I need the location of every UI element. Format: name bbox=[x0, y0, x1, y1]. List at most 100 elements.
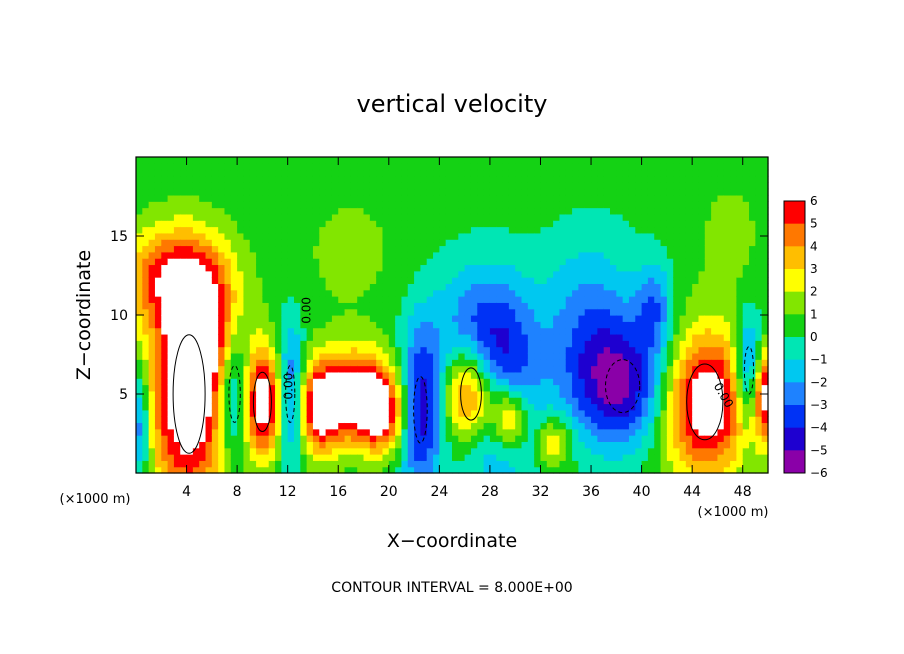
heatmap-cell bbox=[584, 327, 592, 335]
heatmap-cell bbox=[736, 390, 744, 398]
heatmap-cell bbox=[749, 258, 756, 266]
heatmap-cell bbox=[237, 283, 245, 291]
heatmap-cell bbox=[180, 308, 188, 316]
heatmap-cell bbox=[224, 340, 232, 348]
heatmap-cell bbox=[489, 302, 497, 310]
heatmap-cell bbox=[237, 169, 245, 177]
heatmap-cell bbox=[578, 403, 586, 411]
heatmap-cell bbox=[597, 466, 605, 474]
heatmap-cell bbox=[496, 371, 504, 379]
heatmap-cell bbox=[224, 258, 232, 266]
heatmap-cell bbox=[635, 441, 643, 449]
heatmap-cell bbox=[679, 340, 687, 348]
heatmap-cell bbox=[154, 352, 162, 360]
heatmap-cell bbox=[489, 428, 497, 436]
heatmap-cell bbox=[755, 403, 763, 411]
heatmap-cell bbox=[470, 416, 478, 424]
heatmap-cell bbox=[211, 245, 219, 253]
heatmap-cell bbox=[281, 157, 289, 164]
heatmap-cell bbox=[685, 397, 693, 405]
heatmap-cell bbox=[407, 308, 415, 316]
heatmap-cell bbox=[243, 188, 251, 196]
heatmap-cell bbox=[496, 346, 504, 354]
heatmap-cell bbox=[755, 390, 763, 398]
heatmap-cell bbox=[692, 441, 700, 449]
heatmap-cell bbox=[148, 163, 156, 171]
heatmap-cell bbox=[698, 397, 706, 405]
heatmap-cell bbox=[698, 371, 706, 379]
heatmap-cell bbox=[275, 428, 282, 436]
heatmap-cell bbox=[350, 321, 358, 329]
heatmap-cell bbox=[515, 384, 523, 392]
heatmap-cell bbox=[363, 384, 371, 392]
heatmap-cell bbox=[256, 264, 263, 272]
heatmap-cell bbox=[237, 163, 245, 171]
heatmap-cell bbox=[275, 182, 282, 190]
heatmap-cell bbox=[723, 182, 731, 190]
heatmap-cell bbox=[192, 315, 200, 322]
heatmap-cell bbox=[142, 466, 150, 474]
heatmap-cell bbox=[243, 378, 251, 386]
heatmap-cell bbox=[142, 289, 150, 297]
heatmap-cell bbox=[192, 232, 200, 240]
heatmap-cell bbox=[230, 390, 238, 398]
heatmap-cell bbox=[452, 308, 459, 316]
heatmap-cell bbox=[559, 201, 567, 209]
heatmap-cell bbox=[755, 213, 763, 221]
heatmap-cell bbox=[736, 359, 744, 367]
heatmap-cell bbox=[565, 365, 573, 373]
heatmap-cell bbox=[376, 251, 384, 259]
heatmap-cell bbox=[218, 283, 226, 291]
heatmap-cell bbox=[692, 207, 700, 215]
heatmap-cell bbox=[395, 454, 403, 461]
heatmap-cell bbox=[230, 315, 238, 322]
heatmap-cell bbox=[483, 270, 491, 278]
heatmap-cell bbox=[173, 441, 181, 449]
heatmap-cell bbox=[237, 251, 245, 259]
heatmap-cell bbox=[553, 346, 561, 354]
heatmap-cell bbox=[496, 169, 504, 177]
heatmap-cell bbox=[237, 182, 245, 190]
heatmap-cell bbox=[660, 315, 668, 322]
heatmap-cell bbox=[489, 365, 497, 373]
heatmap-cell bbox=[262, 359, 270, 367]
heatmap-cell bbox=[180, 460, 188, 468]
heatmap-cell bbox=[666, 270, 674, 278]
heatmap-cell bbox=[262, 454, 270, 461]
heatmap-cell bbox=[281, 378, 289, 386]
heatmap-cell bbox=[730, 435, 737, 442]
heatmap-cell bbox=[527, 207, 535, 215]
heatmap-cell bbox=[192, 258, 200, 266]
heatmap-cell bbox=[458, 409, 466, 417]
heatmap-cell bbox=[470, 308, 478, 316]
heatmap-cell bbox=[635, 428, 643, 436]
heatmap-cell bbox=[294, 441, 301, 449]
heatmap-cell bbox=[382, 213, 390, 221]
heatmap-cell bbox=[395, 447, 403, 455]
heatmap-cell bbox=[654, 239, 662, 247]
heatmap-cell bbox=[584, 428, 592, 436]
heatmap-cell bbox=[142, 340, 150, 348]
heatmap-cell bbox=[205, 333, 213, 341]
heatmap-cell bbox=[730, 409, 737, 417]
heatmap-cell bbox=[742, 428, 750, 436]
heatmap-cell bbox=[211, 232, 219, 240]
heatmap-cell bbox=[211, 340, 219, 348]
heatmap-cell bbox=[477, 213, 485, 221]
heatmap-cell bbox=[192, 428, 200, 436]
heatmap-cell bbox=[540, 428, 548, 436]
heatmap-cell bbox=[382, 346, 390, 354]
heatmap-cell bbox=[749, 378, 756, 386]
heatmap-cell bbox=[382, 384, 390, 392]
heatmap-cell bbox=[666, 296, 674, 303]
heatmap-cell bbox=[458, 346, 466, 354]
heatmap-cell bbox=[496, 428, 504, 436]
heatmap-cell bbox=[407, 239, 415, 247]
heatmap-cell bbox=[578, 441, 586, 449]
heatmap-cell bbox=[673, 258, 681, 266]
heatmap-cell bbox=[388, 466, 396, 474]
heatmap-cell bbox=[154, 270, 162, 278]
heatmap-cell bbox=[338, 220, 346, 228]
heatmap-cell bbox=[622, 428, 630, 436]
heatmap-cell bbox=[711, 365, 719, 373]
